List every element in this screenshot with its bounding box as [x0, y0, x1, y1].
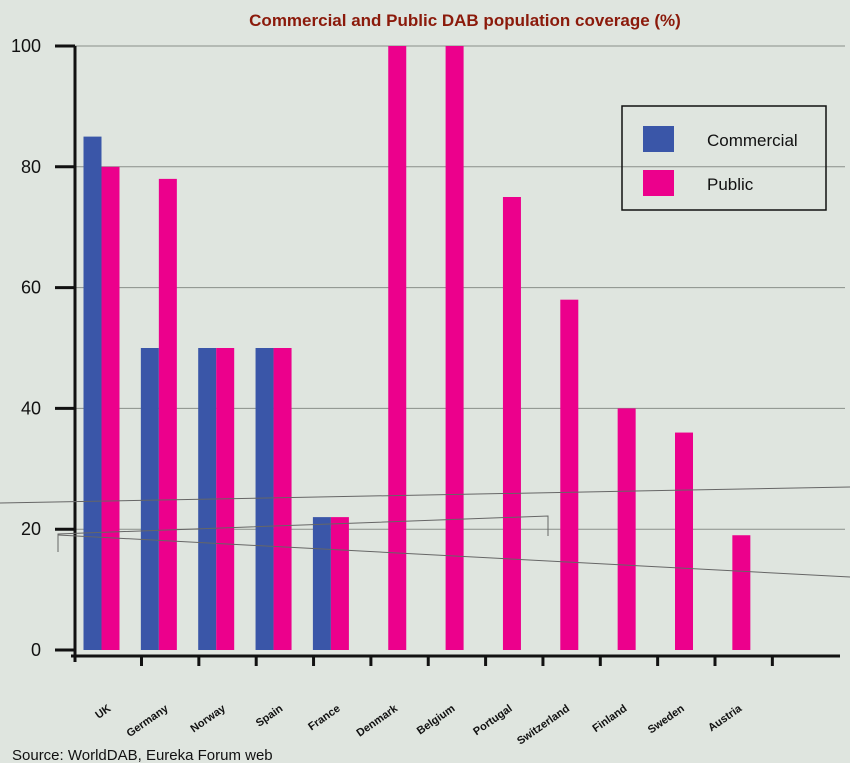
bar-commercial-spain [255, 348, 274, 650]
x-tick-label-denmark: Denmark [355, 702, 401, 739]
x-tick-label-spain: Spain [254, 702, 286, 729]
x-axis-labels: UK Germany Norway Spain France Denmark Belgium… [93, 656, 774, 748]
x-tick-label-france: France [306, 703, 342, 734]
x-tick-label-norway: Norway [188, 702, 228, 735]
y-tick-label-20: 20 [21, 519, 41, 539]
bar-public-spain [273, 348, 292, 650]
x-tick-label-portugal: Portugal [471, 703, 514, 738]
y-tick-label-0: 0 [31, 640, 41, 660]
x-tick-label-uk: UK [93, 703, 113, 722]
legend: Commercial Public [621, 105, 827, 211]
bar-commercial-germany [140, 348, 159, 650]
decorative-lines [0, 486, 850, 578]
x-tick-label-sweden: Sweden [646, 702, 687, 736]
bar-public-austria [732, 535, 751, 650]
y-tick-label-60: 60 [21, 278, 41, 298]
bar-commercial-france [312, 517, 331, 650]
chart-title: Commercial and Public DAB population cov… [249, 11, 681, 30]
x-tick-label-austria: Austria [706, 702, 745, 734]
bar-public-germany [158, 178, 177, 650]
bar-public-sweden [675, 432, 693, 650]
bar-public-switzerland [560, 299, 579, 650]
bar-public-france [330, 517, 349, 650]
bar-public-denmark [388, 46, 407, 650]
bar-commercial-uk [83, 136, 102, 651]
bar-public-belgium [445, 46, 464, 650]
y-tick-label-100: 100 [11, 36, 41, 56]
legend-swatch-commercial [643, 126, 674, 152]
y-tick-label-40: 40 [21, 398, 41, 418]
y-tick-label-80: 80 [21, 157, 41, 177]
y-axis-ticks: 0 20 40 60 80 100 [11, 36, 75, 660]
bars [83, 46, 751, 651]
x-tick-label-finland: Finland [590, 703, 629, 735]
legend-label-commercial: Commercial [707, 131, 798, 150]
bar-public-uk [101, 166, 120, 651]
legend-swatch-public [643, 170, 674, 196]
bar-public-portugal [502, 197, 521, 650]
x-tick-label-germany: Germany [125, 702, 172, 740]
x-tick-label-switzerland: Switzerland [515, 703, 572, 748]
x-tick-label-belgium: Belgium [415, 703, 458, 738]
legend-label-public: Public [707, 175, 754, 194]
source-note: Source: WorldDAB, Eureka Forum web [12, 747, 273, 763]
bar-public-finland [617, 408, 636, 650]
legend-box [621, 105, 827, 211]
